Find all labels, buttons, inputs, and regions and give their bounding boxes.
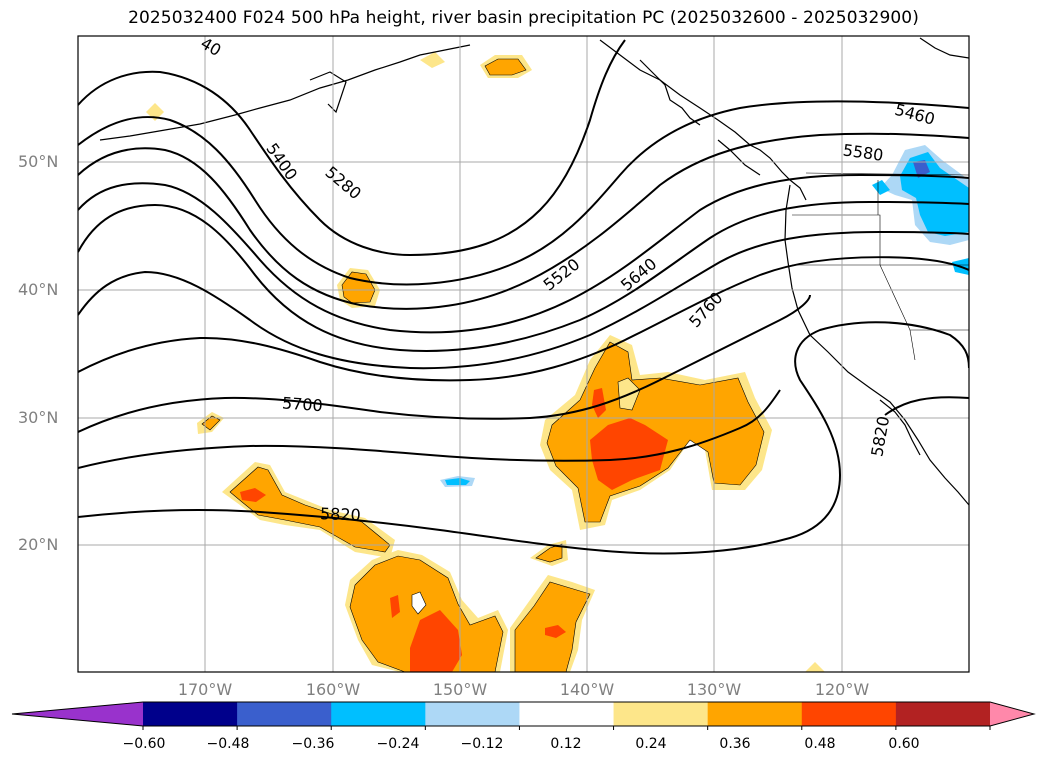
colorbar-tick-label: −0.24 [376, 736, 420, 752]
contour-labels: 5460 5580 5400 5280 5520 5640 5760 5700 … [197, 36, 937, 525]
lon-label: 140°W [559, 680, 615, 699]
coastlines [99, 37, 969, 506]
colorbar-extend-low [12, 702, 143, 726]
lon-label: 170°W [177, 680, 233, 699]
map-frame [77, 35, 970, 673]
lat-label: 30°N [18, 408, 59, 427]
colorbar-tick-label: −0.12 [460, 736, 504, 752]
lon-label: 150°W [432, 680, 488, 699]
colorbar-tick-label: 0.48 [804, 736, 836, 752]
colorbar-tick-label: −0.60 [122, 736, 166, 752]
colorbar-segment [237, 702, 332, 726]
height-contours [78, 39, 969, 555]
colorbar-tick-label: 0.24 [635, 736, 667, 752]
colorbar-tick-label: −0.48 [206, 736, 250, 752]
colorbar-tick-label: 0.36 [719, 736, 751, 752]
precip-positive-high [240, 388, 668, 672]
precip-negative [440, 145, 969, 487]
colorbar-tick-label: 0.60 [888, 736, 920, 752]
lat-label: 50°N [18, 152, 59, 171]
colorbar-segment [895, 702, 991, 726]
colorbar-tick-label: 0.12 [550, 736, 582, 752]
lon-label: 120°W [814, 680, 870, 699]
lat-label: 40°N [18, 280, 59, 299]
colorbar-extend-high [990, 702, 1034, 726]
lon-label: 160°W [305, 680, 361, 699]
colorbar-segment [801, 702, 897, 726]
map-figure: 5460 5580 5400 5280 5520 5640 5760 5700 … [77, 35, 970, 673]
lat-label: 20°N [18, 535, 59, 554]
colorbar-segment [331, 702, 426, 726]
colorbar [11, 701, 1036, 730]
colorbar-segment [519, 702, 615, 726]
colorbar-segment [143, 702, 238, 726]
lon-label: 130°W [686, 680, 742, 699]
colorbar-tick-label: −0.36 [291, 736, 335, 752]
political-borders [792, 172, 969, 361]
colorbar-segment [425, 702, 520, 726]
colorbar-segment [707, 702, 803, 726]
map-title: 2025032400 F024 500 hPa height, river ba… [128, 8, 919, 28]
contour-label: 5700 [281, 393, 323, 415]
colorbar-segment [613, 702, 709, 726]
contour-label: 5820 [320, 504, 361, 524]
